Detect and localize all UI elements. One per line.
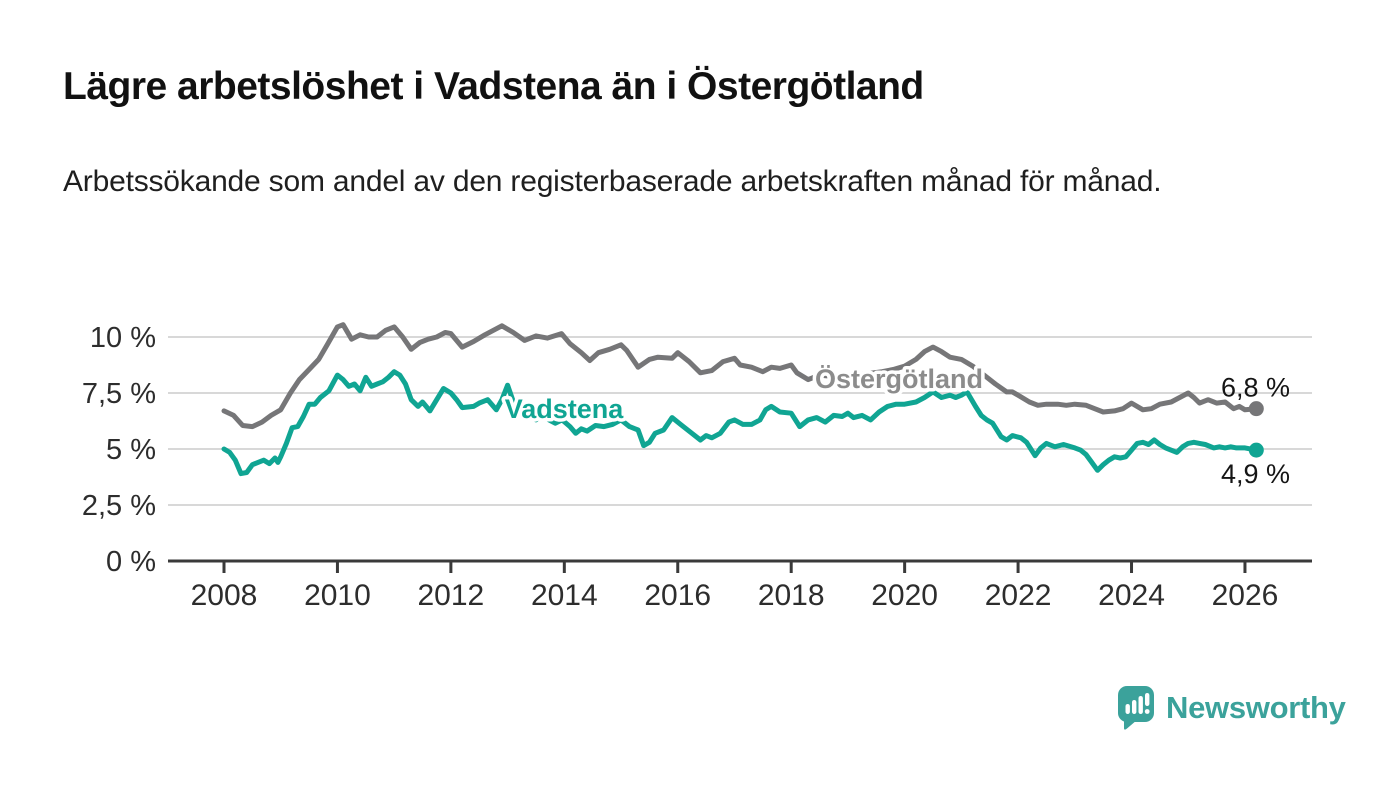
x-tick-label: 2010 — [304, 579, 371, 612]
newsworthy-logo-icon — [1118, 686, 1154, 730]
x-tick-label: 2022 — [985, 579, 1052, 612]
chart-subtitle: Arbetssökande som andel av den registerb… — [63, 165, 1162, 198]
x-tick-label: 2014 — [531, 579, 598, 612]
x-tick-label: 2008 — [191, 579, 258, 612]
x-tick-label: 2024 — [1098, 579, 1165, 612]
series-end-value-label: 4,9 % — [1221, 459, 1290, 489]
series-label-vadstena: Vadstena — [505, 394, 625, 424]
series-line-östergötland — [221, 322, 1259, 430]
y-tick-label: 10 % — [90, 322, 156, 354]
x-tick-label: 2026 — [1212, 579, 1279, 612]
x-tick-label: 2016 — [644, 579, 711, 612]
series-end-dot-vadstena — [1248, 442, 1264, 458]
y-tick-label: 2,5 % — [82, 490, 156, 522]
series-end-dot-östergötland — [1248, 401, 1264, 417]
brand-footer: Newsworthy — [1116, 684, 1346, 731]
brand-name: Newsworthy — [1166, 689, 1346, 725]
series-line-vadstena — [221, 369, 1259, 477]
x-tick-label: 2018 — [758, 579, 825, 612]
y-tick-label: 7,5 % — [82, 378, 156, 410]
x-tick-label: 2012 — [418, 579, 485, 612]
x-tick-label: 2020 — [871, 579, 938, 612]
y-tick-label: 5 % — [106, 434, 156, 466]
page-title: Lägre arbetslöshet i Vadstena än i Öster… — [63, 65, 924, 108]
series-end-value-label: 6,8 % — [1221, 373, 1290, 403]
series-label-östergötland: Östergötland — [815, 364, 983, 394]
y-tick-label: 0 % — [106, 546, 156, 578]
